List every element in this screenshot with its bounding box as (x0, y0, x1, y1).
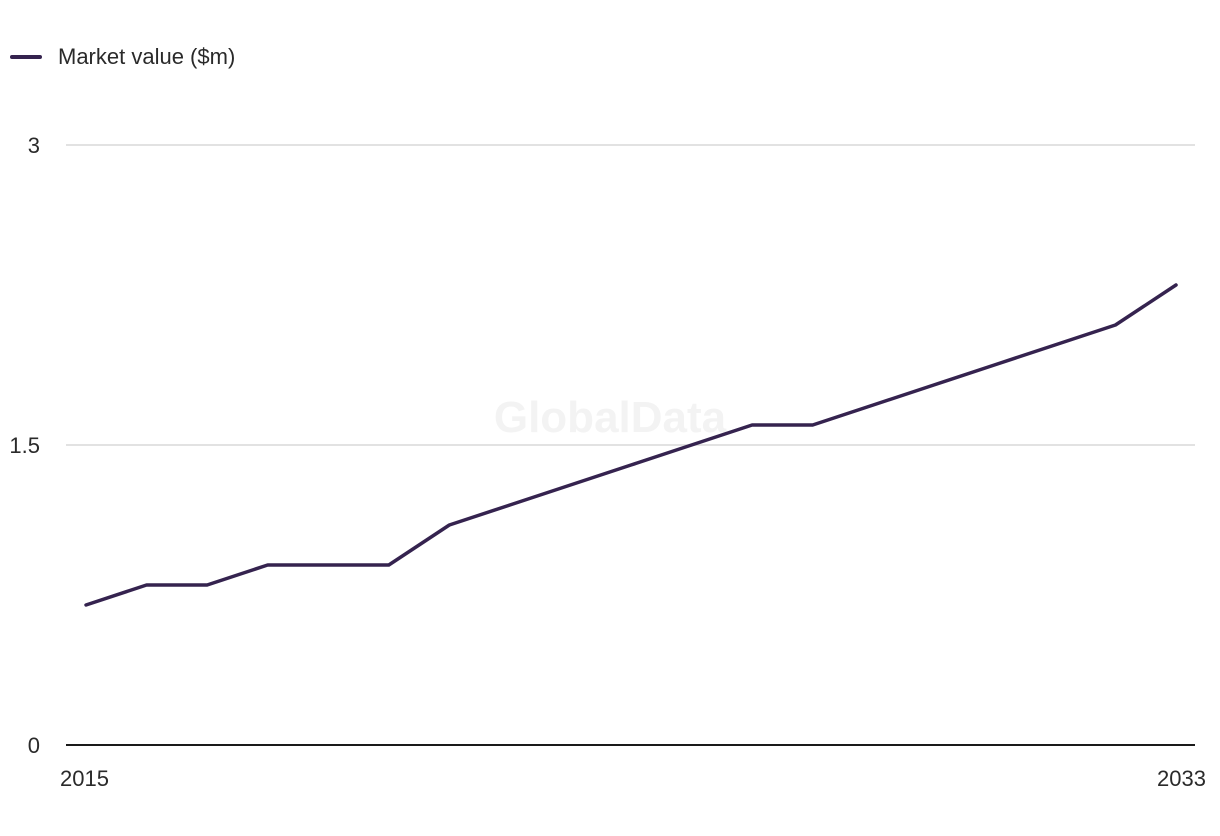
series-layer (84, 283, 1178, 607)
series-line (84, 283, 1178, 607)
tick-labels: 0 1.5 3 2015 2033 (9, 133, 1206, 791)
y-tick-label: 0 (28, 733, 40, 758)
y-tick-label: 1.5 (9, 433, 40, 458)
legend-swatch (10, 55, 42, 59)
x-tick-label: 2015 (60, 766, 109, 791)
y-tick-label: 3 (28, 133, 40, 158)
legend-label: Market value ($m) (58, 44, 236, 69)
legend: Market value ($m) (10, 44, 235, 70)
watermark-text: GlobalData (494, 393, 727, 442)
x-tick-label: 2033 (1157, 766, 1206, 791)
gridlines (66, 144, 1195, 446)
